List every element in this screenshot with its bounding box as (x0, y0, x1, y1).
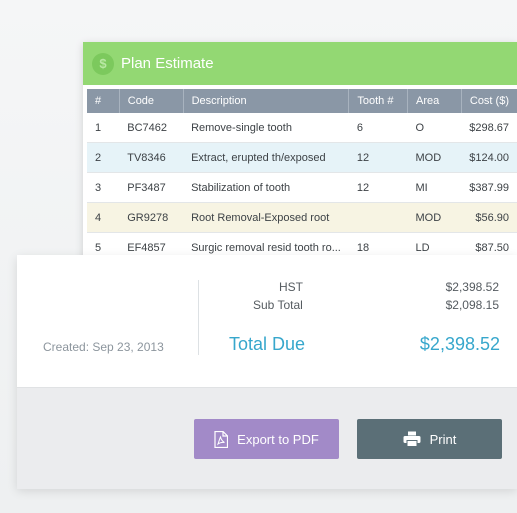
column-header-cost[interactable]: Cost ($) (461, 89, 517, 113)
total-due-value: $2,398.52 (419, 334, 500, 354)
row-description: Extract, erupted th/exposed (183, 142, 349, 173)
print-label: Print (429, 431, 457, 447)
created-date: Created: Sep 23, 2013 (43, 340, 164, 354)
plan-estimate-header: $ Plan Estimate (83, 42, 517, 85)
row-tooth (348, 202, 408, 233)
column-header-tooth[interactable]: Tooth # (348, 89, 408, 113)
printer-icon (403, 431, 421, 447)
column-header-area[interactable]: Area (407, 89, 462, 113)
row-number: 3 (87, 172, 120, 203)
vertical-divider (198, 280, 199, 355)
plan-estimate-card: $ Plan Estimate # Code Description Tooth… (83, 42, 517, 282)
row-area: MOD (407, 202, 462, 233)
table-header-row: # Code Description Tooth # Area Cost ($) (87, 89, 517, 113)
row-tooth: 12 (348, 142, 408, 173)
row-number: 4 (87, 202, 120, 233)
print-button[interactable]: Print (357, 419, 502, 459)
row-code: TV8346 (119, 142, 184, 173)
estimate-table: # Code Description Tooth # Area Cost ($)… (87, 89, 517, 263)
hst-value: $2,398.52 (445, 280, 499, 294)
subtotal-value: $2,098.15 (445, 298, 499, 312)
hst-label: HST (279, 280, 303, 294)
row-cost: $124.00 (461, 142, 517, 173)
row-cost: $298.67 (461, 113, 517, 143)
table-row[interactable]: 2 TV8346 Extract, erupted th/exposed 12 … (87, 142, 517, 173)
row-cost: $56.90 (461, 202, 517, 233)
action-bar: Export to PDF Print (17, 387, 517, 489)
pdf-file-icon (214, 430, 229, 448)
summary-totals: Created: Sep 23, 2013 HST $2,398.52 Sub … (17, 255, 517, 387)
column-header-number[interactable]: # (87, 89, 120, 113)
table-row[interactable]: 1 BC7462 Remove-single tooth 6 O $298.67 (87, 113, 517, 143)
row-code: BC7462 (119, 113, 184, 143)
plan-estimate-title: Plan Estimate (121, 55, 214, 72)
table-row[interactable]: 3 PF3487 Stabilization of tooth 12 MI $3… (87, 172, 517, 203)
row-number: 1 (87, 113, 120, 143)
total-due-label: Total Due (229, 334, 306, 354)
invoice-summary-card: Created: Sep 23, 2013 HST $2,398.52 Sub … (17, 255, 517, 489)
table-row[interactable]: 4 GR9278 Root Removal-Exposed root MOD $… (87, 202, 517, 233)
row-cost: $387.99 (461, 172, 517, 203)
column-header-code[interactable]: Code (119, 89, 184, 113)
export-pdf-label: Export to PDF (237, 431, 319, 447)
row-description: Remove-single tooth (183, 113, 349, 143)
row-description: Root Removal-Exposed root (183, 202, 349, 233)
row-code: PF3487 (119, 172, 184, 203)
row-code: GR9278 (119, 202, 184, 233)
row-description: Stabilization of tooth (183, 172, 349, 203)
row-area: MOD (407, 142, 462, 173)
row-area: MI (407, 172, 462, 203)
column-header-description[interactable]: Description (183, 89, 350, 113)
dollar-icon: $ (92, 52, 114, 75)
row-area: O (407, 113, 462, 143)
row-number: 2 (87, 142, 120, 173)
export-pdf-button[interactable]: Export to PDF (194, 419, 339, 459)
subtotal-label: Sub Total (253, 298, 303, 312)
row-tooth: 12 (348, 172, 408, 203)
row-tooth: 6 (348, 113, 408, 143)
